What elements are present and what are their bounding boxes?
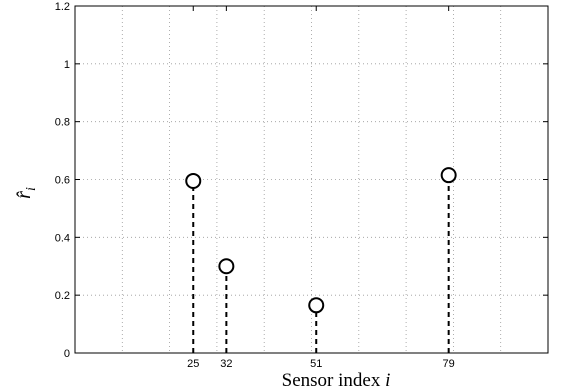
stem-marker	[218, 258, 235, 275]
x-axis-label-variable: i	[385, 370, 390, 391]
y-tick-label: 0.4	[55, 232, 70, 244]
grid	[75, 6, 548, 353]
y-axis-label-symbol: r̂	[13, 191, 35, 199]
y-tick-label: 0.6	[55, 175, 70, 187]
y-tick-label: 1	[64, 59, 70, 71]
x-tick-label: 51	[310, 358, 322, 370]
y-tick-label: 0	[64, 348, 70, 360]
x-axis-label-text: Sensor index	[282, 370, 381, 391]
y-axis-label: r̂i	[13, 187, 39, 199]
y-tick-label: 0.8	[55, 117, 70, 129]
y-tick-label: 0.2	[55, 290, 70, 302]
stem-marker	[440, 167, 457, 184]
x-tick-label: 79	[443, 358, 455, 370]
stem-marker	[185, 172, 202, 189]
y-tick-label: 1.2	[55, 1, 70, 13]
stem-marker	[308, 297, 325, 314]
x-tick-label: 25	[187, 358, 199, 370]
y-axis: 0 0.2 0.4 0.6 0.8 1 1.2	[55, 1, 548, 360]
x-axis-label: Sensor index i	[282, 370, 391, 391]
stem-series	[185, 167, 457, 353]
y-axis-label-subscript: i	[24, 187, 39, 191]
x-tick-label: 32	[220, 358, 232, 370]
